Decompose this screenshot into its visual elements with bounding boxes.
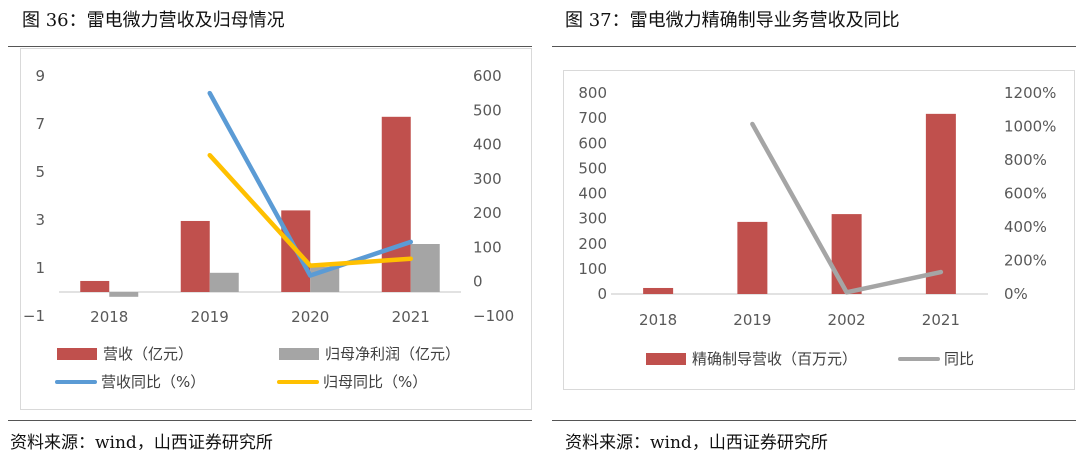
left-axis-tick: 3 bbox=[35, 211, 45, 229]
figure-36-title: 图 36：雷电微力营收及归母情况 bbox=[22, 10, 285, 31]
legend-swatch-revenue bbox=[57, 347, 97, 360]
chart-36-plot: 9 7 5 3 1 −1 600 500 400 300 200 100 0 −100 2018 2019 20… bbox=[23, 67, 514, 326]
left-axis-tick: 800 bbox=[578, 84, 607, 102]
source-rule-right bbox=[552, 420, 1076, 421]
left-axis-tick: 300 bbox=[578, 210, 607, 228]
chart-37-plot: 800 700 600 500 400 300 200 100 0 1200% 1000% 800% 6… bbox=[578, 84, 1056, 329]
chart-36-legend: 营收（亿元） 归母净利润（亿元） 营收同比（%） 归母同比（%） bbox=[21, 339, 531, 409]
legend-swatch-yoy bbox=[898, 356, 940, 361]
right-axis-tick: 600% bbox=[1004, 185, 1047, 203]
left-axis-tick: 500 bbox=[578, 159, 607, 177]
left-axis-tick: 700 bbox=[578, 109, 607, 127]
category-label: 2002 bbox=[828, 311, 866, 329]
legend-label: 归母净利润（亿元） bbox=[325, 345, 461, 363]
bar-guidance-revenue bbox=[831, 214, 862, 294]
legend-label: 归母同比（%） bbox=[323, 373, 428, 391]
right-axis-tick: 0 bbox=[473, 273, 483, 291]
legend-swatch-profit-yoy bbox=[277, 379, 319, 384]
bar-guidance-revenue bbox=[643, 287, 674, 294]
bar-guidance-revenue bbox=[737, 221, 768, 294]
source-rule-left bbox=[8, 420, 532, 421]
category-label: 2019 bbox=[733, 311, 771, 329]
legend-item-revenue-yoy: 营收同比（%） bbox=[55, 371, 205, 392]
right-axis-tick: 1200% bbox=[1004, 84, 1056, 102]
category-label: 2021 bbox=[922, 311, 960, 329]
left-axis-tick: 200 bbox=[578, 235, 607, 253]
legend-label: 同比 bbox=[944, 350, 975, 368]
category-label: 2019 bbox=[191, 308, 229, 326]
left-axis-tick: 0 bbox=[597, 285, 607, 303]
left-axis-tick: 600 bbox=[578, 134, 607, 152]
legend-swatch-guidance-revenue bbox=[646, 352, 686, 365]
right-axis-tick: 800% bbox=[1004, 151, 1047, 169]
left-axis-tick: −1 bbox=[23, 307, 45, 325]
right-axis-tick: 1000% bbox=[1004, 118, 1056, 136]
right-axis-tick: 300 bbox=[473, 170, 502, 188]
left-axis-tick: 7 bbox=[35, 115, 45, 133]
legend-item-revenue: 营收（亿元） bbox=[57, 343, 193, 364]
right-axis-tick: −100 bbox=[473, 307, 514, 325]
left-axis-tick: 5 bbox=[35, 163, 45, 181]
figure-37-source: 资料来源：wind，山西证券研究所 bbox=[565, 433, 828, 453]
legend-item-profit-yoy: 归母同比（%） bbox=[277, 371, 427, 392]
bar-net-profit bbox=[109, 292, 139, 297]
right-axis-tick: 200 bbox=[473, 204, 502, 222]
bar-revenue bbox=[80, 280, 110, 292]
bar-net-profit bbox=[410, 244, 440, 292]
legend-item-yoy: 同比 bbox=[898, 348, 974, 369]
bar-net-profit bbox=[209, 272, 239, 292]
legend-label: 营收同比（%） bbox=[101, 373, 206, 391]
chart-37-legend: 精确制导营收（百万元） 同比 bbox=[564, 336, 1074, 386]
right-axis-tick: 100 bbox=[473, 238, 502, 256]
figure-37-title: 图 37：雷电微力精确制导业务营收及同比 bbox=[565, 10, 900, 31]
right-axis-tick: 400 bbox=[473, 136, 502, 154]
chart-36-frame: 9 7 5 3 1 −1 600 500 400 300 200 100 0 −100 2018 2019 20… bbox=[20, 48, 532, 410]
right-axis-tick: 0% bbox=[1004, 285, 1028, 303]
title-rule-left bbox=[8, 46, 532, 47]
legend-item-guidance-revenue: 精确制导营收（百万元） bbox=[646, 348, 857, 369]
category-label: 2021 bbox=[392, 308, 430, 326]
legend-item-profit: 归母净利润（亿元） bbox=[279, 343, 460, 364]
legend-label: 精确制导营收（百万元） bbox=[692, 350, 858, 368]
left-axis-tick: 1 bbox=[35, 259, 45, 277]
left-axis-tick: 9 bbox=[35, 67, 45, 85]
right-axis-tick: 200% bbox=[1004, 252, 1047, 270]
legend-label: 营收（亿元） bbox=[103, 345, 194, 363]
category-label: 2018 bbox=[639, 311, 677, 329]
category-label: 2018 bbox=[90, 308, 128, 326]
right-axis-tick: 500 bbox=[473, 101, 502, 119]
bar-revenue bbox=[381, 116, 411, 292]
figure-36-source: 资料来源：wind，山西证券研究所 bbox=[10, 433, 273, 453]
legend-swatch-revenue-yoy bbox=[55, 379, 97, 384]
right-axis-tick: 600 bbox=[473, 67, 502, 85]
bar-guidance-revenue bbox=[925, 113, 956, 294]
left-axis-tick: 100 bbox=[578, 260, 607, 278]
left-axis-tick: 400 bbox=[578, 185, 607, 203]
title-rule-right bbox=[552, 46, 1076, 47]
legend-swatch-profit bbox=[279, 347, 319, 360]
bar-revenue bbox=[180, 220, 210, 292]
chart-37-frame: 800 700 600 500 400 300 200 100 0 1200% 1000% 800% 6… bbox=[563, 70, 1075, 390]
right-axis-tick: 400% bbox=[1004, 218, 1047, 236]
category-label: 2020 bbox=[291, 308, 329, 326]
